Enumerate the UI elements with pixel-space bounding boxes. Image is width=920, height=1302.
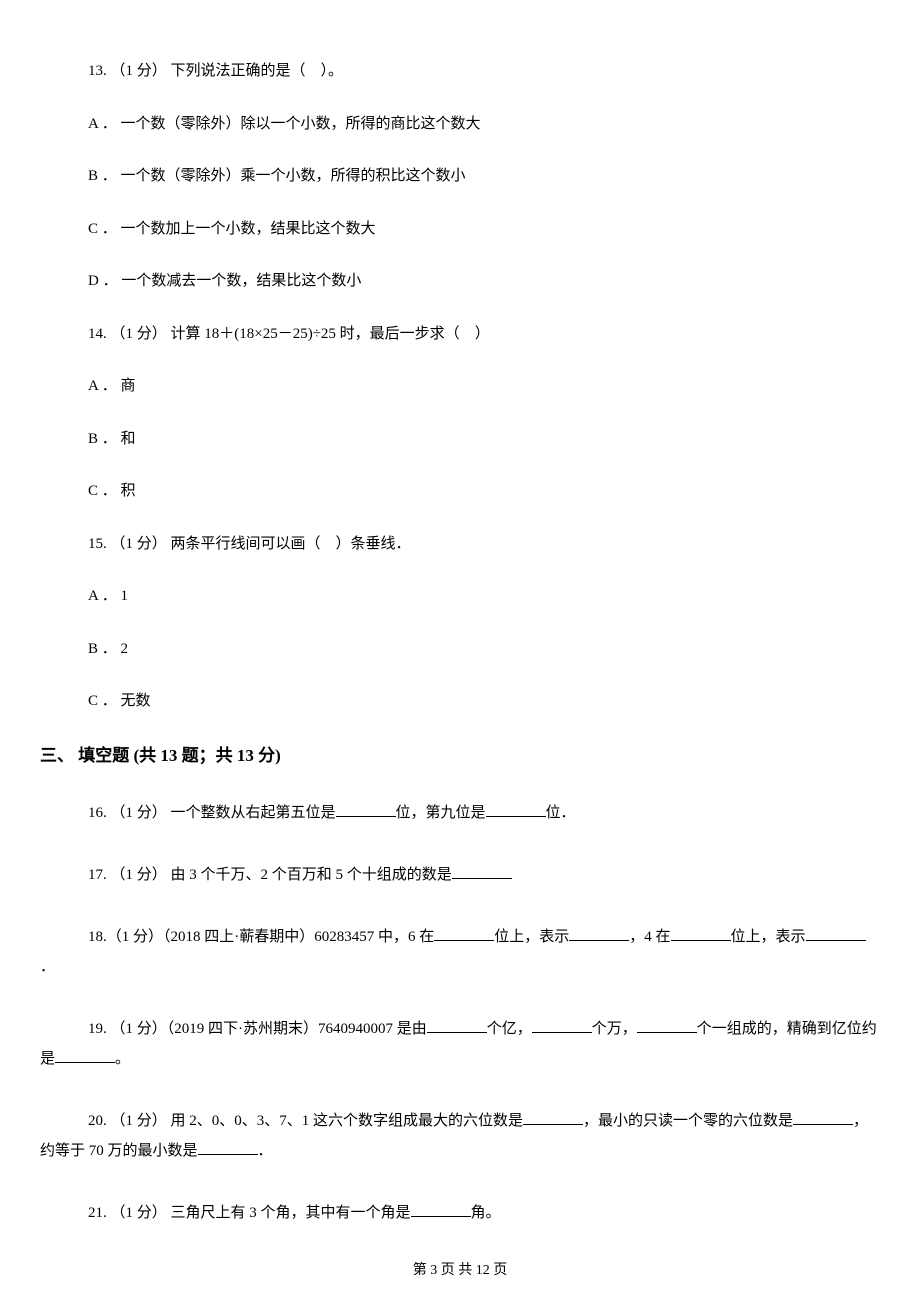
q17-blank1 [452, 863, 512, 879]
q13-optD: D ． 一个数减去一个数，结果比这个数小 [40, 270, 880, 293]
q19-p2: 个亿， [487, 1021, 532, 1037]
page-content: 13. （1 分） 下列说法正确的是（ ）。 A ． 一个数（零除外）除以一个小… [0, 0, 920, 1301]
q14-stem-suffix: ） [475, 326, 490, 342]
q19-p3: 个万， [592, 1021, 637, 1037]
q18-blank3 [671, 925, 731, 941]
q19-blank3 [637, 1017, 697, 1033]
q20-blank3 [198, 1139, 258, 1155]
q19-p5: 。 [115, 1051, 130, 1067]
q16-blank2 [486, 801, 546, 817]
q18-p2: 位上，表示 [494, 929, 569, 945]
q18-blank4 [806, 925, 866, 941]
q15-optB: B ． 2 [40, 638, 880, 661]
page-footer: 第 3 页 共 12 页 [40, 1260, 880, 1281]
q19-p1: 19. （1 分）（2019 四下·苏州期末）7640940007 是由 [88, 1021, 427, 1037]
q20-p4: ． [258, 1143, 273, 1159]
q15-blank [321, 536, 336, 552]
q14-stem: 14. （1 分） 计算 18＋(18×25－25)÷25 时，最后一步求（ ） [40, 323, 880, 346]
q18-p4: 位上，表示 [731, 929, 806, 945]
q13-stem: 13. （1 分） 下列说法正确的是（ ）。 [40, 60, 880, 83]
q18-p5: ． [40, 959, 55, 975]
q15-stem-prefix: 15. （1 分） 两条平行线间可以画（ [88, 536, 321, 552]
q16: 16. （1 分） 一个整数从右起第五位是 位，第九位是 位． [40, 798, 880, 828]
q20: 20. （1 分） 用 2、0、0、3、7、1 这六个数字组成最大的六位数是 ，最… [40, 1106, 880, 1166]
q20-p2: ，最小的只读一个零的六位数是 [583, 1113, 793, 1129]
q18-p1: 18.（1 分）（2018 四上·蕲春期中）60283457 中，6 在 [88, 929, 434, 945]
q15-optA: A ． 1 [40, 585, 880, 608]
q14-blank [460, 326, 475, 342]
q16-p3: 位． [546, 805, 576, 821]
q19-blank1 [427, 1017, 487, 1033]
q13-optA: A ． 一个数（零除外）除以一个小数，所得的商比这个数大 [40, 113, 880, 136]
q18-blank1 [434, 925, 494, 941]
q14-optB: B ． 和 [40, 428, 880, 451]
q19-blank4 [55, 1047, 115, 1063]
q14-stem-prefix: 14. （1 分） 计算 18＋(18×25－25)÷25 时，最后一步求（ [88, 326, 460, 342]
q13-optB: B ． 一个数（零除外）乘一个小数，所得的积比这个数小 [40, 165, 880, 188]
q15-optC: C ． 无数 [40, 690, 880, 713]
section3-header: 三、 填空题 (共 13 题；共 13 分) [40, 743, 880, 769]
q19-blank2 [532, 1017, 592, 1033]
q13-stem-prefix: 13. （1 分） 下列说法正确的是（ [88, 63, 306, 79]
q18: 18.（1 分）（2018 四上·蕲春期中）60283457 中，6 在 位上，表… [40, 922, 880, 982]
q13-optC: C ． 一个数加上一个小数，结果比这个数大 [40, 218, 880, 241]
q15-stem: 15. （1 分） 两条平行线间可以画（ ）条垂线． [40, 533, 880, 556]
q17-p1: 17. （1 分） 由 3 个千万、2 个百万和 5 个十组成的数是 [88, 867, 452, 883]
q19: 19. （1 分）（2019 四下·苏州期末）7640940007 是由 个亿， 个… [40, 1014, 880, 1074]
q14-optC: C ． 积 [40, 480, 880, 503]
q16-p1: 16. （1 分） 一个整数从右起第五位是 [88, 805, 336, 821]
q16-blank1 [336, 801, 396, 817]
q18-blank2 [569, 925, 629, 941]
q21-p1: 21. （1 分） 三角尺上有 3 个角，其中有一个角是 [88, 1205, 411, 1221]
q21: 21. （1 分） 三角尺上有 3 个角，其中有一个角是 角。 [40, 1198, 880, 1228]
q14-optA: A ． 商 [40, 375, 880, 398]
q20-p1: 20. （1 分） 用 2、0、0、3、7、1 这六个数字组成最大的六位数是 [88, 1113, 523, 1129]
q16-p2: 位，第九位是 [396, 805, 486, 821]
q17: 17. （1 分） 由 3 个千万、2 个百万和 5 个十组成的数是 [40, 860, 880, 890]
q15-stem-suffix: ）条垂线． [336, 536, 411, 552]
q21-p2: 角。 [471, 1205, 501, 1221]
q18-p3: ，4 在 [629, 929, 670, 945]
q13-stem-suffix: ）。 [321, 63, 344, 79]
q13-blank [306, 63, 321, 79]
q21-blank1 [411, 1201, 471, 1217]
q20-blank2 [793, 1109, 853, 1125]
q20-blank1 [523, 1109, 583, 1125]
